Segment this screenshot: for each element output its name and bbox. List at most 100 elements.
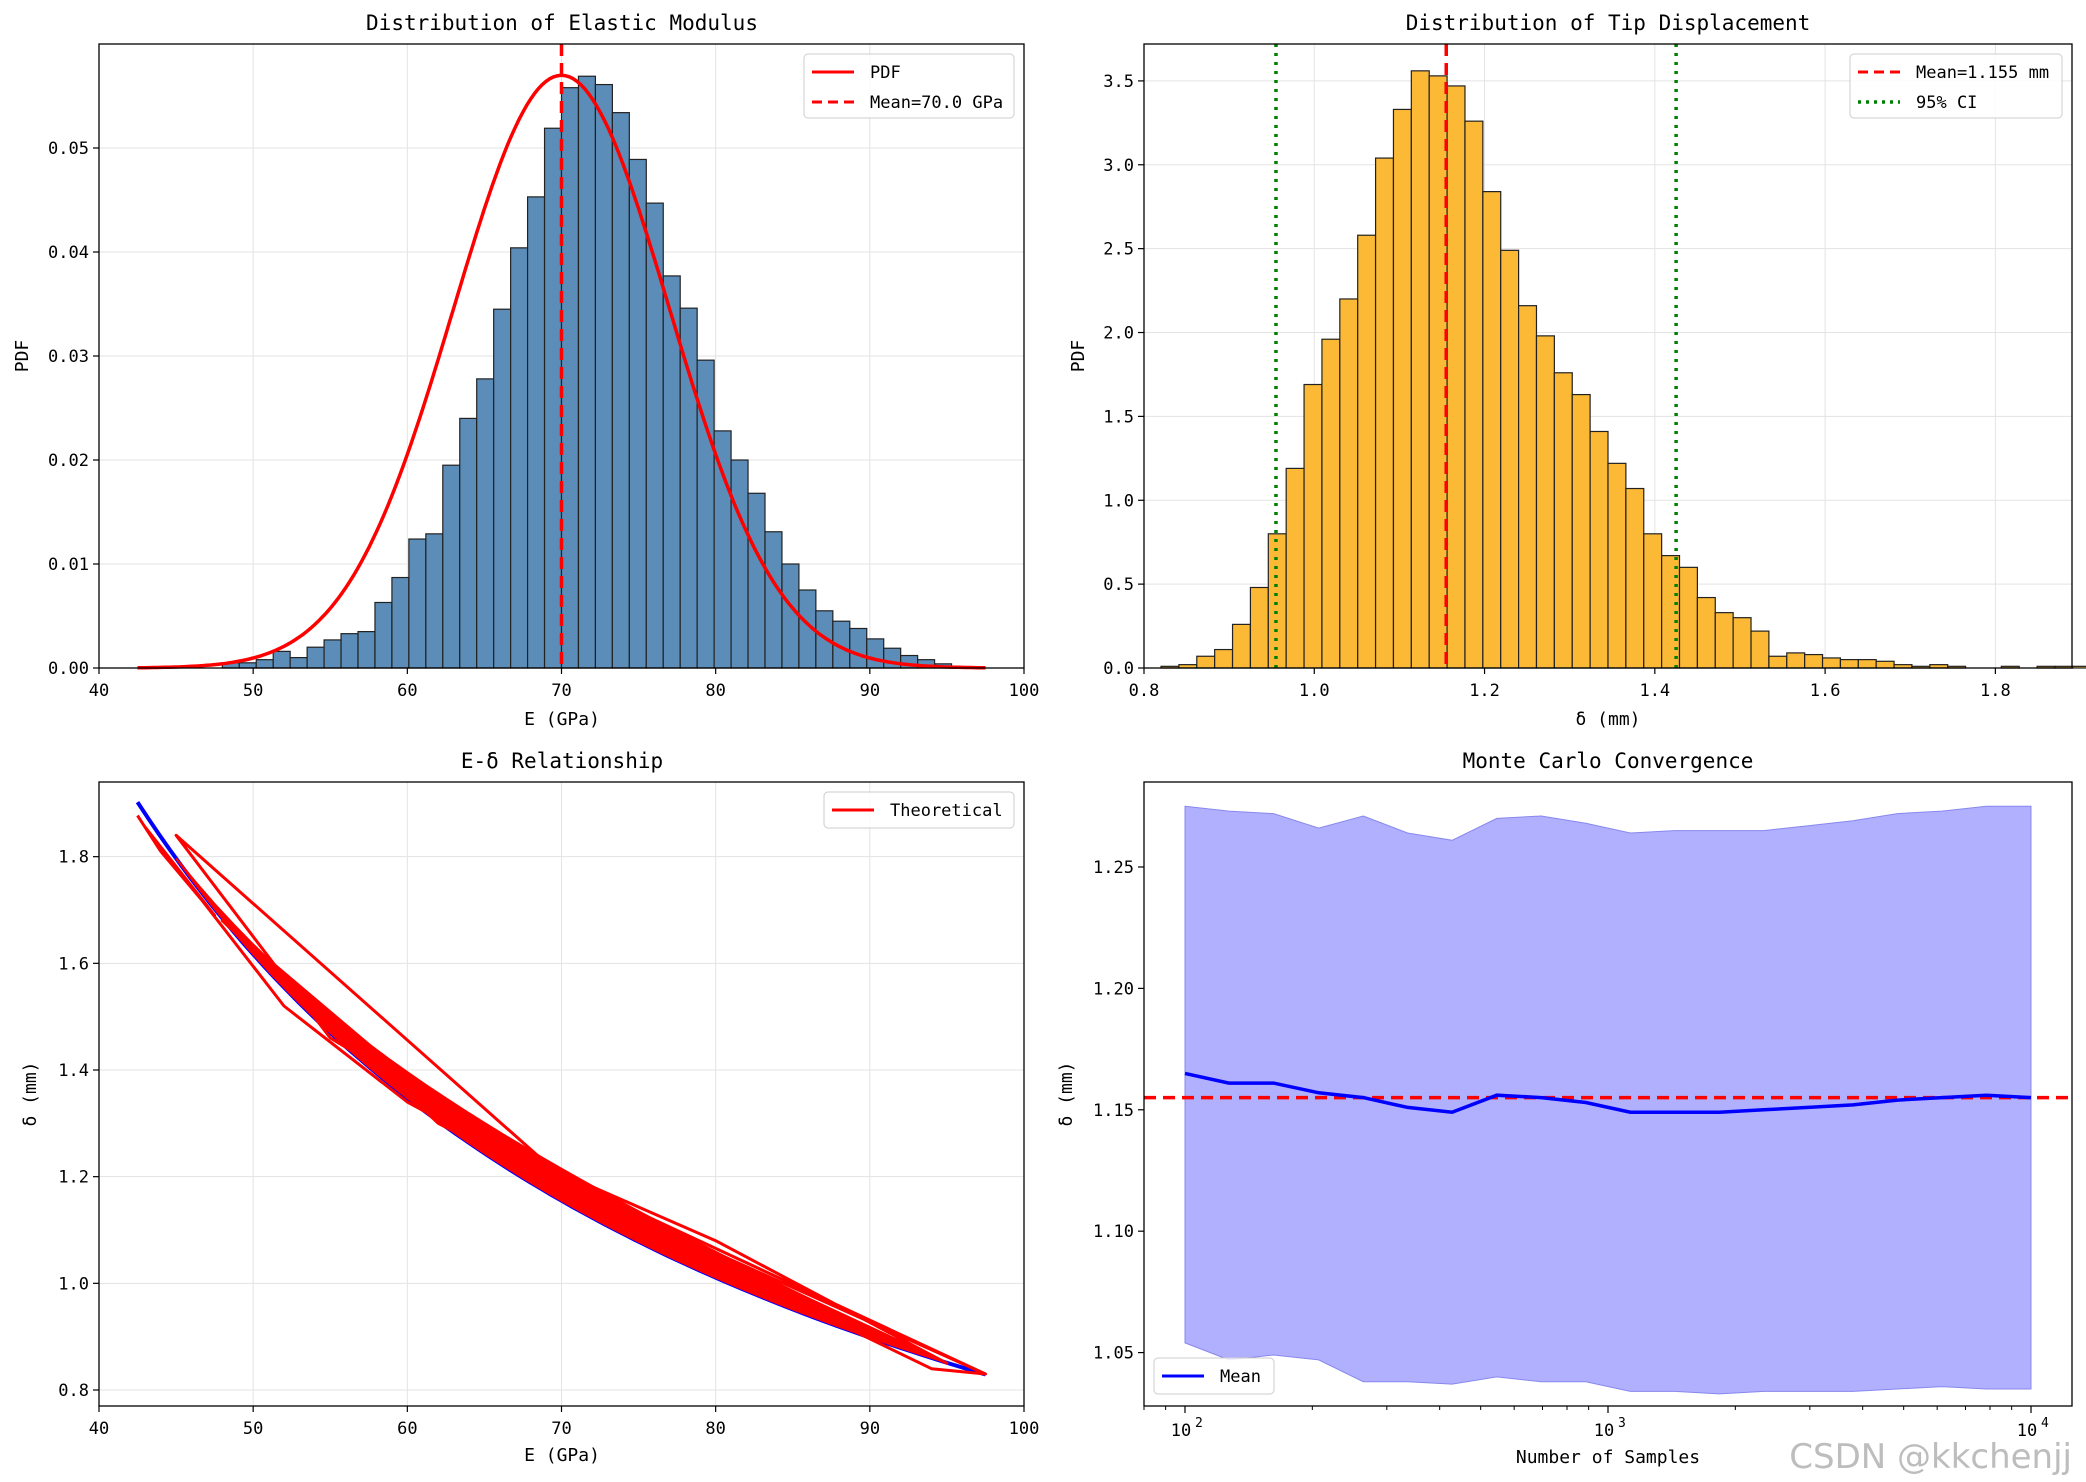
p2-hist-bar: [1410, 70, 1430, 669]
p2-ytick-label: 2.5: [1103, 240, 1134, 260]
p3-marks: [135, 801, 987, 1377]
panel-elastic-modulus: Distribution of Elastic Modulus 40 50 60 70…: [12, 11, 1039, 730]
watermark: CSDN @kkchenjj: [1789, 1437, 2072, 1477]
p1-xtick-label: 70: [551, 681, 571, 701]
p1-hist-bar: [391, 576, 410, 669]
p2-ytick-label: 3.5: [1103, 72, 1134, 92]
p1-marks: [137, 44, 986, 670]
p3-grid: [98, 782, 1025, 1406]
panel-e-delta-relationship: E-δ Relationship 40 50 60 70 80 90 100 0.8 1.0 1.…: [20, 749, 1039, 1466]
p3-title: E-δ Relationship: [461, 749, 663, 773]
p4-legend: Mean: [1153, 1357, 1275, 1395]
p1-hist-bar: [526, 196, 546, 669]
p1-hist-bar: [255, 659, 274, 669]
p1-hist-bar: [611, 112, 630, 669]
p2-ytick-label: 1.5: [1103, 407, 1134, 427]
p1-legend-box: [803, 53, 1015, 119]
p2-ytick-label: 2.0: [1103, 324, 1134, 344]
p4-ticks: 10 2 10 3 10 4 1.05 1.10 1.15 1.20 1.25: [1093, 858, 2049, 1441]
p1-ytick-label: 0.00: [48, 659, 89, 679]
p1-ytick-label: 0.03: [48, 347, 89, 367]
p4-xtick-exponent: 2: [1195, 1416, 1203, 1431]
p2-marks: [1160, 44, 2086, 669]
p1-ytick-label: 0.01: [48, 555, 89, 575]
p1-xtick-label: 40: [89, 681, 109, 701]
p2-ytick-label: 0.0: [1103, 659, 1134, 679]
p2-xtick-label: 1.2: [1469, 681, 1500, 701]
p1-xtick-label: 50: [243, 681, 263, 701]
p3-xtick-label: 50: [243, 1419, 263, 1439]
p2-hist-bar: [1428, 75, 1448, 669]
p2-hist-bar: [1696, 596, 1716, 669]
p1-hist-bar: [476, 378, 495, 669]
p2-ytick-label: 0.5: [1103, 575, 1134, 595]
p4-xtick-exponent: 4: [2041, 1416, 2049, 1431]
p4-ytick-label: 1.20: [1093, 979, 1134, 999]
p3-legend-theoretical-label: Theoretical: [890, 801, 1003, 821]
p1-hist-bar: [272, 650, 291, 669]
p4-ytick-label: 1.25: [1093, 858, 1134, 878]
p1-hist-bar: [442, 464, 461, 669]
p1-hist-bar: [849, 627, 868, 669]
p2-hist-bar: [1357, 234, 1377, 669]
p2-ticks: 0.8 1.0 1.2 1.4 1.6 1.8 0.0 0.5 1.0 1.5 2.0 2.5 3.0 3…: [1103, 72, 2010, 701]
p3-legend-box: [823, 791, 1015, 829]
p1-hist-bar: [357, 630, 376, 669]
p4-ytick-label: 1.15: [1093, 1101, 1134, 1121]
p2-hist-bar: [1500, 249, 1520, 669]
p1-hist-bar: [289, 656, 308, 669]
p1-hist-bar: [510, 247, 529, 669]
p2-hist-bar: [2072, 665, 2086, 669]
p4-legend-mean-label: Mean: [1220, 1367, 1261, 1387]
p1-hist-bar: [645, 202, 664, 669]
p4-xtick-label: 10: [1594, 1421, 1614, 1441]
p2-hist-bar: [1625, 487, 1645, 669]
p1-ticks: 40 50 60 70 80 90 100 0.00 0.01 0.02 0.03 0.04 0.05: [48, 139, 1039, 701]
p3-ylabel: δ (mm): [20, 1061, 41, 1126]
p1-hist-bar: [713, 430, 732, 669]
p3-xtick-label: 80: [705, 1419, 725, 1439]
p2-hist-bar: [1804, 653, 1824, 669]
p1-hist-bar: [323, 639, 342, 669]
p2-ytick-label: 1.0: [1103, 491, 1134, 511]
p2-hist-bar: [1768, 655, 1788, 669]
p2-hist-bar: [1285, 467, 1305, 669]
p4-title: Monte Carlo Convergence: [1463, 749, 1754, 773]
p2-xtick-label: 1.8: [1980, 681, 2011, 701]
panel-monte-carlo-convergence: Monte Carlo Convergence 10 2 10 3 10 4 1.05 1.1…: [1056, 749, 2073, 1468]
p1-xtick-label: 80: [705, 681, 725, 701]
p1-hist-bar: [679, 307, 698, 669]
p1-hist-bar: [374, 601, 393, 669]
p1-hist-bar: [493, 308, 512, 669]
p2-hist-bar: [1714, 612, 1734, 669]
p2-axes-frame: [1143, 43, 2073, 669]
p4-ytick-label: 1.10: [1093, 1222, 1134, 1242]
p1-hist-bar: [425, 533, 444, 669]
p3-xtick-label: 90: [860, 1419, 880, 1439]
p2-hist-bar: [1482, 191, 1502, 669]
p1-hist-bar: [866, 638, 885, 669]
p2-hist-bar: [1339, 298, 1359, 669]
p2-hist-bar: [1464, 120, 1484, 669]
p2-hist-bar: [1231, 623, 1252, 669]
p1-title: Distribution of Elastic Modulus: [366, 11, 758, 35]
p2-hist-bar: [1249, 586, 1269, 669]
p2-legend: Mean=1.155 mm 95% CI: [1849, 53, 2063, 119]
p2-hist-bar: [1875, 660, 1895, 669]
p2-xtick-label: 1.4: [1639, 681, 1670, 701]
p4-xlabel: Number of Samples: [1516, 1447, 1700, 1468]
p2-hist-bar: [1857, 659, 1877, 669]
p2-ylabel: PDF: [1068, 340, 1089, 373]
p1-hist-bar: [408, 538, 427, 669]
p1-hist-bar: [306, 646, 325, 669]
p1-ytick-label: 0.02: [48, 451, 89, 471]
p1-hist-bar: [340, 633, 359, 669]
p4-xtick-label: 10: [2017, 1421, 2037, 1441]
p1-hist-bar: [764, 531, 783, 669]
p1-hist-bar: [628, 158, 647, 669]
p2-legend-box: [1849, 53, 2063, 119]
p2-xtick-label: 0.8: [1129, 681, 1160, 701]
p2-hist-bar: [1607, 462, 1627, 669]
p2-hist-bar: [1446, 85, 1466, 669]
p1-xtick-label: 100: [1009, 681, 1040, 701]
